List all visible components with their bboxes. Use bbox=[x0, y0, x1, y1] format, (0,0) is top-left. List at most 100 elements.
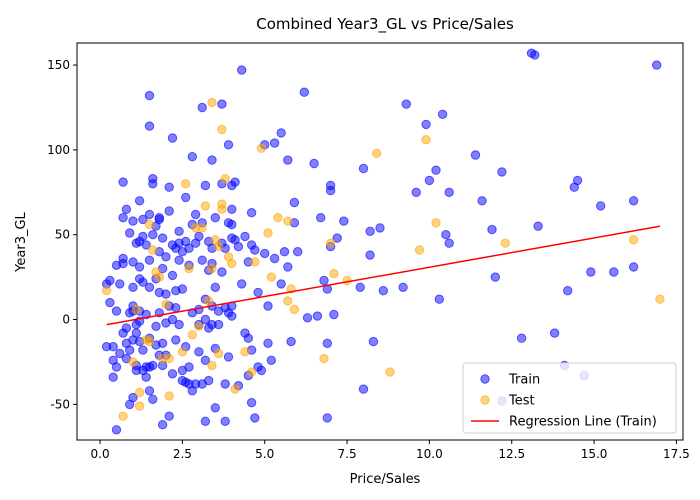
data-point bbox=[355, 282, 365, 292]
data-point bbox=[240, 231, 250, 242]
data-point bbox=[342, 275, 352, 286]
data-point bbox=[213, 348, 224, 359]
data-point bbox=[563, 286, 573, 296]
data-point bbox=[250, 413, 260, 423]
data-point bbox=[375, 223, 385, 233]
data-point bbox=[217, 204, 227, 215]
data-point bbox=[138, 231, 148, 242]
data-point bbox=[207, 155, 217, 165]
data-point bbox=[134, 196, 145, 206]
data-point bbox=[164, 391, 174, 401]
data-point bbox=[125, 228, 135, 238]
data-point bbox=[233, 241, 244, 252]
legend-entry: Test bbox=[480, 394, 535, 409]
data-point bbox=[174, 319, 184, 330]
data-point bbox=[487, 224, 497, 235]
y-tick-label: 150 bbox=[47, 58, 70, 72]
data-point bbox=[167, 133, 178, 143]
data-point bbox=[181, 179, 191, 189]
data-point bbox=[187, 330, 198, 340]
data-point bbox=[167, 314, 178, 325]
data-point bbox=[194, 321, 204, 331]
data-point bbox=[378, 286, 388, 296]
data-point bbox=[210, 282, 221, 292]
data-point bbox=[200, 201, 211, 211]
data-point bbox=[237, 279, 247, 289]
data-point bbox=[197, 223, 207, 233]
data-point bbox=[316, 213, 326, 223]
data-point bbox=[325, 185, 336, 196]
data-point bbox=[339, 216, 349, 226]
series-test bbox=[101, 97, 665, 421]
data-point bbox=[204, 375, 214, 386]
data-point bbox=[134, 262, 145, 272]
data-point bbox=[434, 294, 444, 304]
data-point bbox=[161, 252, 171, 262]
data-point bbox=[171, 303, 181, 313]
data-point bbox=[220, 379, 230, 389]
data-point bbox=[444, 187, 454, 198]
data-point bbox=[161, 289, 171, 299]
data-point bbox=[385, 367, 395, 377]
data-point bbox=[144, 255, 155, 265]
legend-entry: Regression Line (Train) bbox=[471, 415, 657, 430]
data-point bbox=[279, 247, 290, 257]
y-axis-ticks: -50 0 50 100 150 bbox=[47, 58, 77, 411]
data-point bbox=[230, 177, 240, 187]
regression-line bbox=[106, 225, 661, 326]
data-point bbox=[210, 213, 221, 223]
data-point bbox=[101, 286, 112, 296]
data-point bbox=[121, 323, 132, 333]
data-point bbox=[609, 267, 619, 277]
data-point bbox=[322, 338, 332, 348]
data-point bbox=[372, 148, 382, 159]
data-point bbox=[421, 135, 431, 145]
data-point bbox=[217, 267, 227, 277]
data-point bbox=[220, 174, 230, 184]
data-point bbox=[217, 99, 227, 109]
data-point bbox=[250, 257, 260, 267]
data-point bbox=[358, 163, 369, 174]
legend: Train Test Regression Line (Train) bbox=[462, 362, 677, 434]
data-point bbox=[230, 384, 240, 394]
data-point bbox=[118, 177, 128, 187]
data-point bbox=[283, 216, 293, 226]
data-point bbox=[184, 243, 194, 254]
data-point bbox=[289, 304, 300, 315]
chart-title: Combined Year3_GL vs Price/Sales bbox=[256, 15, 514, 34]
data-point bbox=[174, 255, 184, 265]
data-point bbox=[332, 233, 342, 243]
data-point bbox=[431, 165, 441, 175]
data-point bbox=[365, 250, 375, 260]
data-point bbox=[200, 180, 211, 191]
data-point bbox=[358, 384, 369, 394]
data-point bbox=[431, 218, 441, 228]
data-point bbox=[299, 87, 309, 97]
x-tick-label: 2.5 bbox=[173, 447, 192, 461]
data-point bbox=[144, 336, 155, 347]
data-point bbox=[237, 65, 247, 75]
data-point bbox=[213, 319, 224, 330]
data-point bbox=[115, 279, 125, 289]
data-point bbox=[253, 287, 263, 298]
data-point bbox=[250, 245, 260, 255]
data-point bbox=[293, 247, 303, 257]
data-point bbox=[533, 221, 543, 231]
data-point bbox=[144, 121, 155, 131]
data-point bbox=[240, 347, 250, 357]
x-tick-label: 15.0 bbox=[581, 447, 608, 461]
data-point bbox=[108, 372, 118, 382]
regression-line-layer bbox=[106, 225, 661, 326]
data-point bbox=[171, 335, 181, 345]
data-point bbox=[227, 258, 237, 269]
data-point bbox=[325, 238, 336, 248]
data-point bbox=[134, 387, 145, 398]
data-point bbox=[401, 99, 411, 109]
data-point bbox=[269, 253, 280, 264]
data-point bbox=[411, 187, 421, 198]
x-axis-ticks: 0.0 2.5 5.0 7.5 10.0 12.5 15.0 17.5 bbox=[91, 440, 690, 461]
data-point bbox=[312, 311, 323, 321]
data-point bbox=[319, 275, 329, 286]
data-point bbox=[302, 313, 313, 323]
